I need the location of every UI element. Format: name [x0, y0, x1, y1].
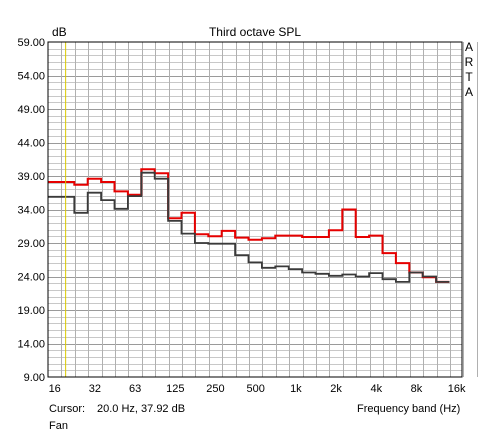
side-label-letter: A	[465, 40, 473, 54]
x-tick-label: 16k	[448, 383, 466, 395]
x-tick-label: 16	[49, 383, 61, 395]
x-tick-label: 500	[247, 383, 265, 395]
side-label-letter: R	[465, 55, 474, 69]
x-tick-label: 8k	[411, 383, 423, 395]
series-line-1	[47, 171, 450, 283]
y-tick-label: 9.00	[24, 372, 45, 384]
vertical-gridlines	[61, 42, 478, 377]
cursor-label: Cursor:	[49, 403, 86, 415]
chart-title: Third octave SPL	[209, 25, 301, 39]
y-tick-label: 29.00	[17, 238, 45, 250]
plot-background	[48, 42, 462, 377]
x-tick-label: 250	[206, 383, 224, 395]
x-tick-label: 63	[129, 383, 141, 395]
y-tick-label: 34.00	[17, 205, 45, 217]
y-axis-label: dB	[52, 25, 67, 39]
x-tick-label: 2k	[330, 383, 342, 395]
y-tick-labels: 59.00 54.00 49.00 44.00 39.00 34.00 29.00 24.00…	[17, 37, 45, 384]
y-tick-label: 54.00	[17, 71, 45, 83]
y-tick-label: 39.00	[17, 171, 45, 183]
x-tick-label: 125	[166, 383, 184, 395]
side-label-letter: T	[465, 70, 473, 84]
series-line-0	[47, 168, 450, 283]
side-label-letter: A	[465, 85, 473, 99]
y-tick-label: 44.00	[17, 138, 45, 150]
y-tick-label: 49.00	[17, 104, 45, 116]
y-tick-label: 59.00	[17, 37, 45, 49]
x-tick-label: 4k	[370, 383, 382, 395]
measurement-name: Fan	[49, 420, 68, 432]
plot-frame	[47, 41, 463, 378]
x-tick-label: 1k	[290, 383, 302, 395]
cursor-readout: 20.0 Hz, 37.92 dB	[97, 403, 186, 415]
x-tick-labels: 16 32 63 125 250 500 1k 2k 4k 8k 16k	[49, 383, 466, 395]
horizontal-gridlines	[48, 49, 462, 371]
x-tick-label: 32	[89, 383, 101, 395]
y-tick-label: 19.00	[17, 305, 45, 317]
x-axis-label: Frequency band (Hz)	[357, 403, 461, 415]
y-tick-label: 24.00	[17, 272, 45, 284]
series-layer	[47, 168, 450, 283]
y-tick-label: 14.00	[17, 339, 45, 351]
